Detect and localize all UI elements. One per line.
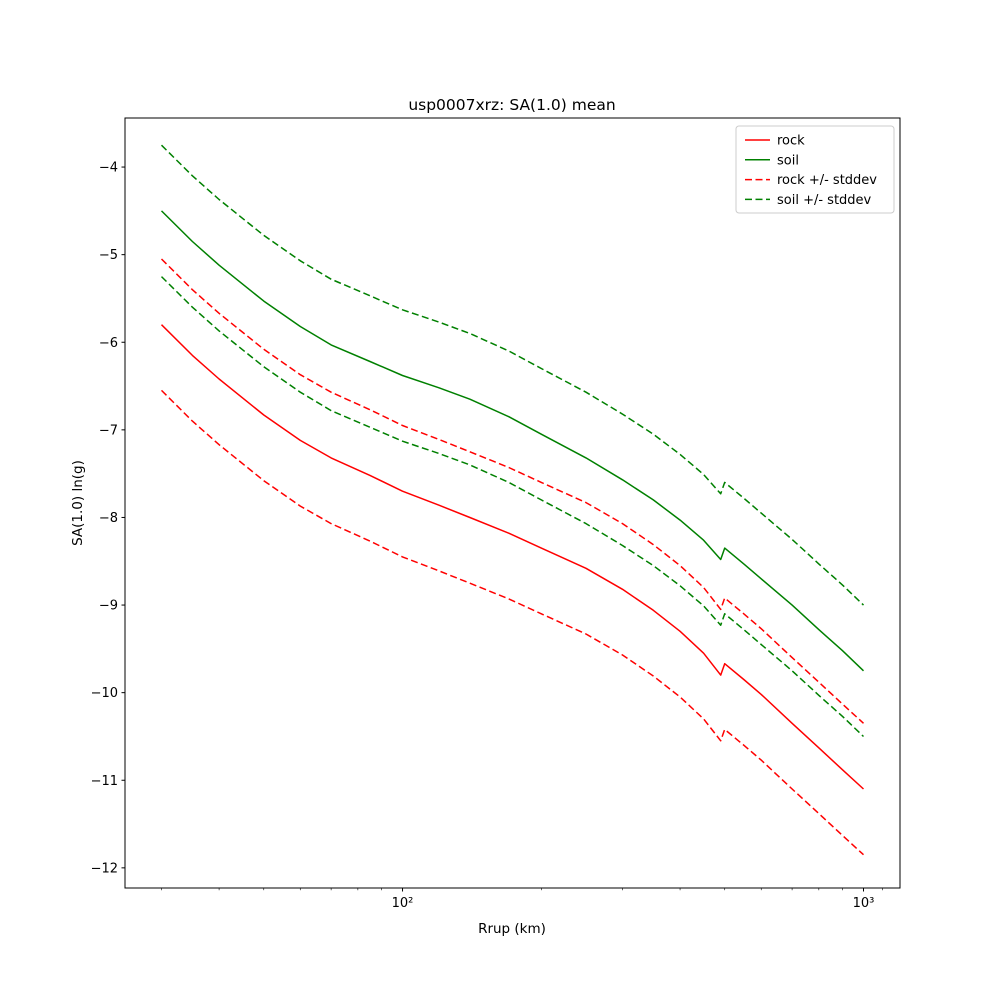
legend-box	[735, 125, 895, 214]
legend: rock soil rock +/- stddev soil +/- stddev	[735, 125, 895, 214]
y-tick-label: −6	[99, 336, 118, 351]
legend-label-4: soil +/- stddev	[777, 193, 872, 208]
y-axis-label: SA(1.0) ln(g)	[70, 460, 86, 546]
line-soil-minus-stddev	[160, 276, 865, 738]
y-tick-label: −8	[99, 511, 118, 526]
legend-label-3: rock +/- stddev	[777, 173, 877, 188]
y-tick-label: −9	[99, 599, 118, 614]
legend-label-2: soil	[777, 153, 799, 168]
line-rock-plus-stddev	[160, 258, 865, 724]
x-axis-label: Rrup (km)	[478, 921, 546, 937]
y-tick-label: −4	[99, 161, 118, 176]
y-tick-label: −5	[99, 248, 118, 263]
plot-series	[160, 144, 865, 856]
y-tick-label: −11	[91, 774, 118, 789]
x-tick-label: 10³	[853, 896, 875, 911]
x-tick-label: 10²	[392, 896, 414, 911]
axes: −4 −5 −6 −7 −8 −9 −10 −11 −12 10² 10³	[91, 117, 901, 911]
line-rock-mean	[160, 324, 865, 790]
plot-border	[124, 117, 901, 889]
line-soil-plus-stddev	[160, 144, 865, 606]
chart-title: usp0007xrz: SA(1.0) mean	[408, 96, 615, 114]
line-soil-mean	[160, 210, 865, 672]
y-tick-label: −10	[91, 686, 118, 701]
y-tick-label: −12	[91, 861, 118, 876]
line-rock-minus-stddev	[160, 389, 865, 856]
legend-label-1: rock	[777, 134, 805, 149]
y-tick-label: −7	[99, 423, 118, 438]
